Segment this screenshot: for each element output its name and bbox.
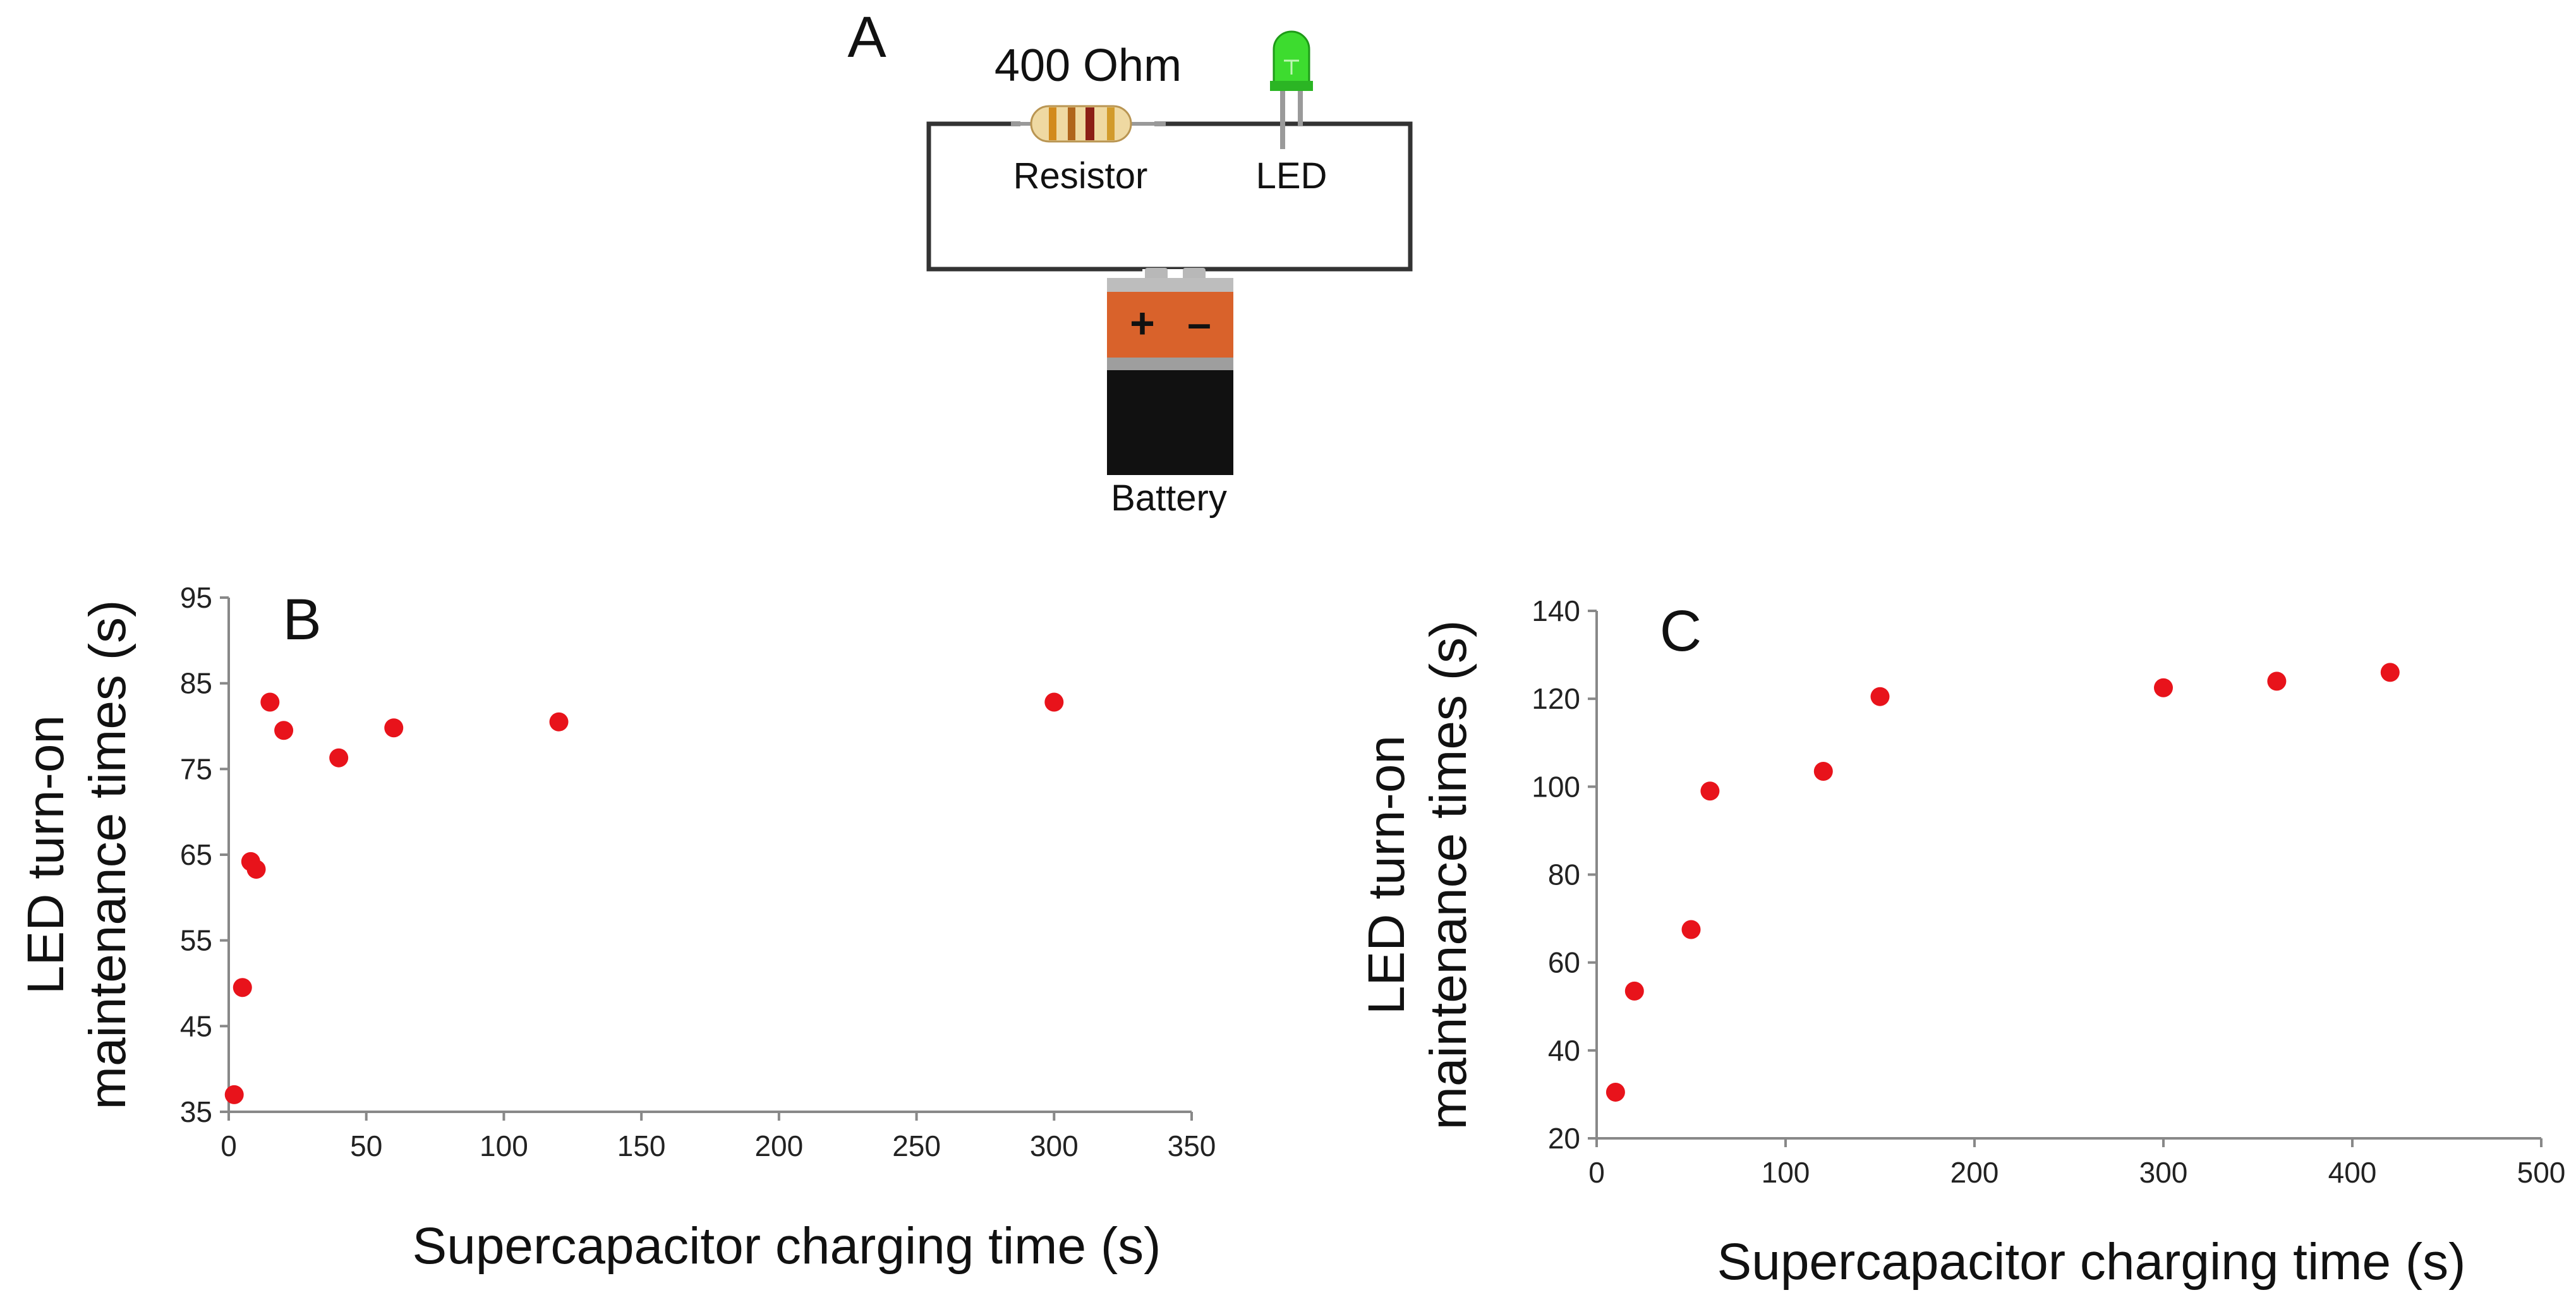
panel-label-c: C	[1660, 599, 1702, 663]
chart-b-x-tick-label: 350	[1168, 1129, 1216, 1162]
chart-b-x-tick-label: 100	[480, 1129, 528, 1162]
chart-c-data-point	[1605, 1082, 1625, 1102]
chart-c-y-tick-label: 60	[1548, 946, 1580, 979]
chart-c-points	[1605, 663, 2400, 1102]
circuit-wire	[926, 121, 1413, 272]
panel-label-a: A	[847, 5, 886, 69]
chart-b-x-tick-label: 300	[1030, 1129, 1079, 1162]
chart-b-x-axis-title: Supercapacitor charging time (s)	[413, 1217, 1161, 1275]
chart-b-x-tick-label: 150	[617, 1129, 666, 1162]
resistor-label: Resistor	[1013, 155, 1148, 196]
chart-c-y-axis-title-line-2: maintenance times (s)	[1420, 620, 1477, 1130]
chart-b-data-point	[549, 712, 569, 732]
chart-b-data-point	[233, 978, 252, 997]
chart-c-y-axis-title-line-1: LED turn-on	[1358, 735, 1415, 1015]
chart-c-x-tick-label: 0	[1588, 1156, 1605, 1189]
chart-c-y-tick-label: 140	[1532, 594, 1580, 627]
chart-b-y-tick-label: 95	[180, 581, 212, 614]
resistance-value-label: 400 Ohm	[995, 40, 1182, 91]
led-label: LED	[1256, 155, 1327, 196]
chart-c-data-point	[2267, 672, 2287, 691]
chart-c-y-tick-label: 120	[1532, 682, 1580, 715]
chart-b-x-tick-label: 50	[350, 1129, 382, 1162]
chart-b-y-tick-label: 75	[180, 752, 212, 785]
chart-b-x-tick-label: 200	[754, 1129, 803, 1162]
chart-b-x-tick-label: 250	[892, 1129, 941, 1162]
battery-icon	[1107, 268, 1233, 475]
chart-b-data-point	[384, 718, 404, 738]
chart-c-x-tick-label: 500	[2517, 1156, 2566, 1189]
chart-c-x-axis-title: Supercapacitor charging time (s)	[1717, 1233, 2466, 1291]
chart-b-y-tick-label: 55	[180, 924, 212, 957]
chart-b-y-axis-title-line-2: maintenance times (s)	[79, 600, 136, 1110]
chart-c-data-point	[1700, 781, 1720, 801]
chart-c-x-tick-label: 400	[2328, 1156, 2377, 1189]
chart-c-data-point	[2154, 678, 2173, 697]
chart-c-data-point	[1624, 981, 1644, 1001]
chart-b-data-point	[329, 748, 349, 768]
chart-b-data-point	[246, 860, 266, 879]
chart-c-x-ticks: 0 100 200 300 400 500	[1588, 1138, 2565, 1189]
led-icon	[1270, 30, 1313, 149]
chart-c-y-tick-label: 40	[1548, 1034, 1580, 1067]
chart-b-data-point	[260, 692, 280, 712]
chart-b-x-ticks: 0 50 100 150 200 250 300 350	[221, 1112, 1216, 1162]
chart-b-data-point	[1044, 692, 1064, 712]
chart-b-y-axis-title-line-1: LED turn-on	[17, 715, 75, 994]
chart-c-data-point	[1870, 687, 1890, 706]
chart-b-data-point	[224, 1085, 244, 1104]
panel-label-b: B	[282, 587, 321, 652]
chart-b-y-tick-label: 85	[180, 667, 212, 700]
chart-b-y-ticks: 35 45 55 65 75 85 95	[180, 581, 229, 1128]
battery-minus-sign: –	[1187, 299, 1211, 347]
chart-b-y-tick-label: 45	[180, 1009, 212, 1042]
chart-c-data-point	[2380, 663, 2400, 682]
battery-plus-sign: +	[1130, 299, 1155, 347]
chart-c-data-point	[1813, 761, 1833, 781]
chart-c-y-tick-label: 100	[1532, 770, 1580, 803]
chart-c-y-tick-label: 20	[1548, 1122, 1580, 1155]
battery-label: Battery	[1111, 478, 1227, 519]
chart-b-y-tick-label: 65	[180, 838, 212, 871]
chart-c-y-ticks: 20 40 60 80 100 120 140	[1532, 594, 1597, 1155]
chart-c-x-tick-label: 100	[1762, 1156, 1810, 1189]
chart-c-x-tick-label: 300	[2139, 1156, 2188, 1189]
chart-b-points	[224, 692, 1064, 1104]
chart-c-data-point	[1681, 920, 1701, 939]
chart-b-x-tick-label: 0	[221, 1129, 237, 1162]
resistor-icon	[1011, 105, 1166, 143]
chart-c-x-tick-label: 200	[1950, 1156, 1999, 1189]
chart-b-data-point	[274, 721, 294, 740]
chart-c-y-tick-label: 80	[1548, 858, 1580, 891]
circuit-diagram: A 400 Ohm Resistor LED	[847, 5, 1413, 519]
chart-b-y-tick-label: 35	[180, 1095, 212, 1128]
chart-b: B 0 50 100 150 200 250 300 350 35 45 55 65 75 85 95 S…	[17, 581, 1216, 1275]
chart-c: C 0 100 200 300 400 500 20 40 60 80 100 120 140 Sup…	[1358, 594, 2565, 1291]
